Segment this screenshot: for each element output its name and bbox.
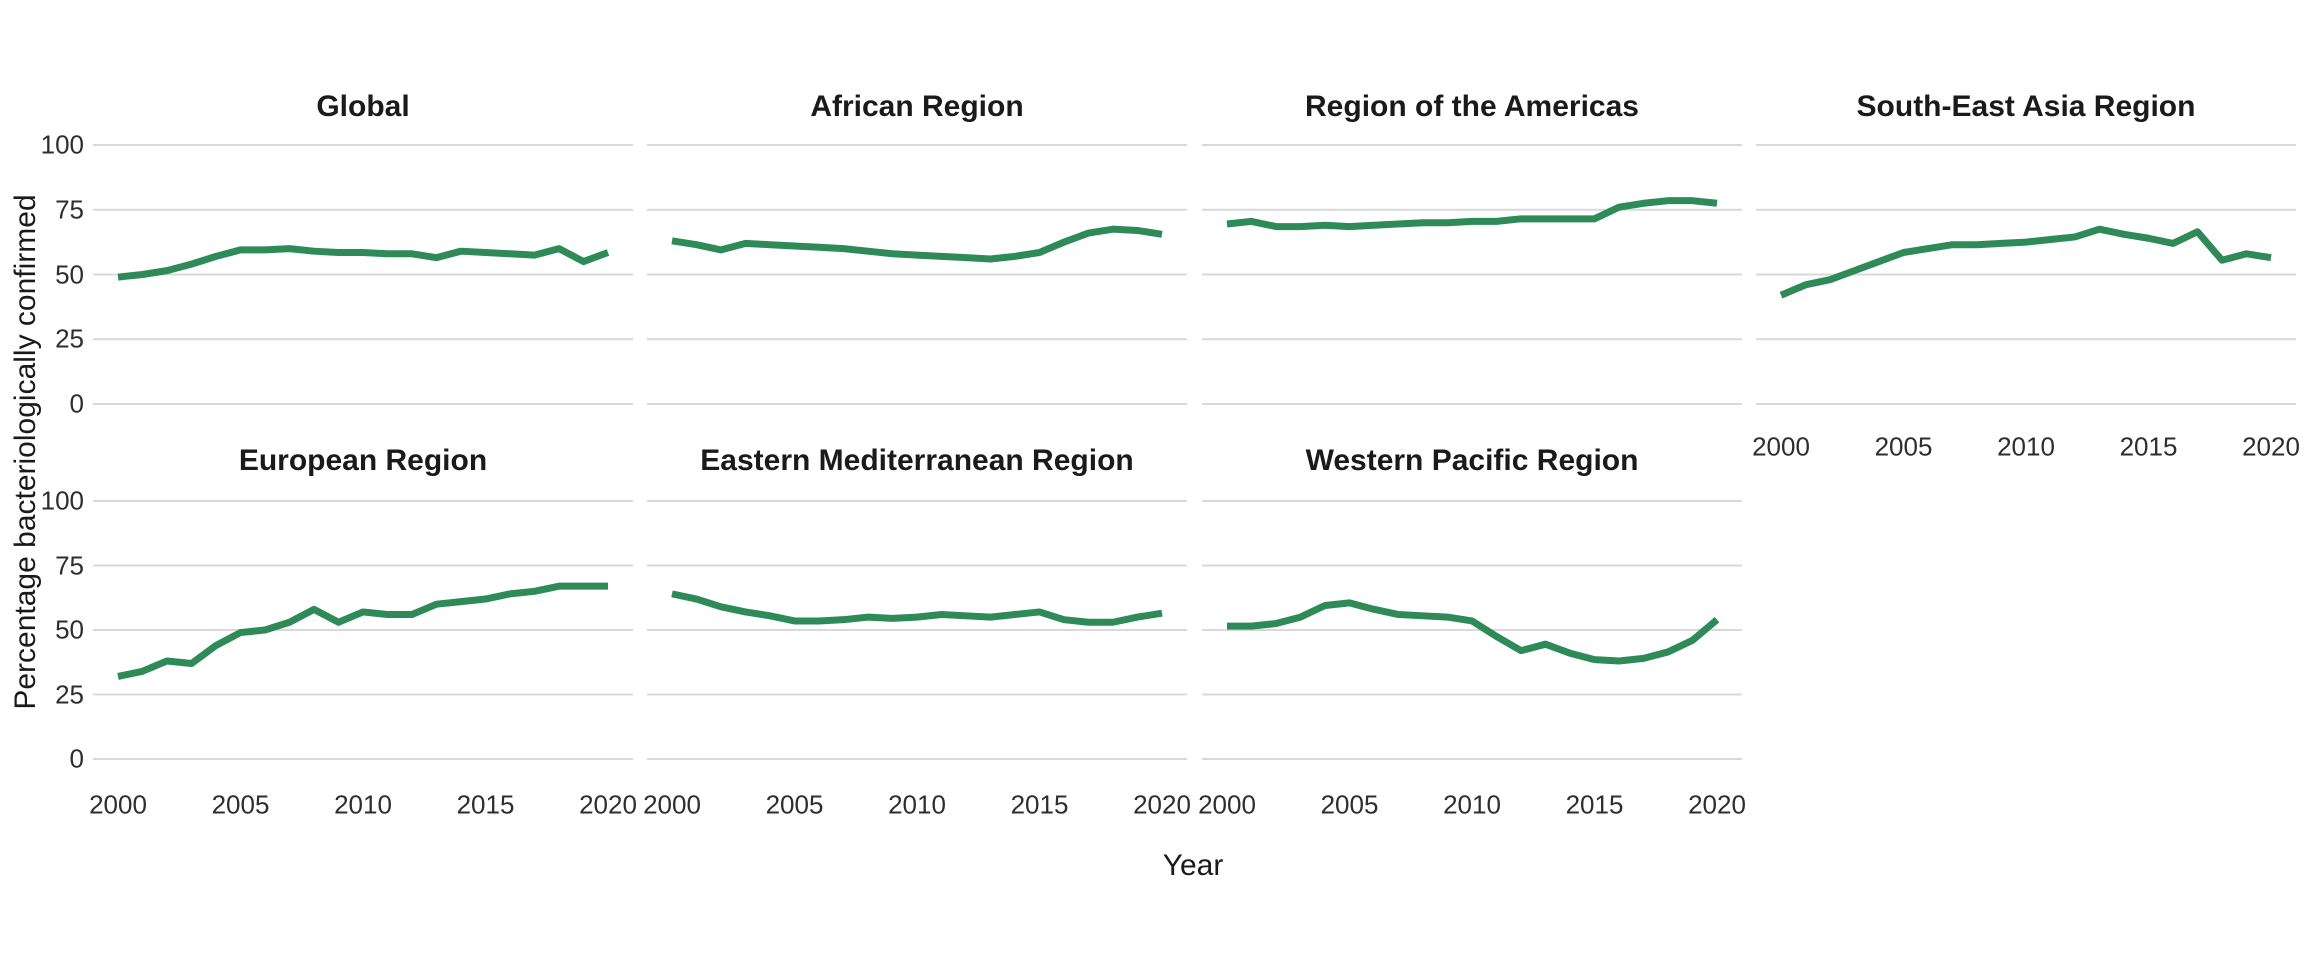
facet-panel-region-of-the-americas [1202, 144, 1742, 405]
x-tick-label: 2020 [1133, 789, 1191, 820]
panel-title-global: Global [316, 90, 410, 123]
y-tick-label: 75 [55, 550, 84, 580]
facet-panel-south-east-asia-region [1756, 144, 2296, 405]
x-tick-label: 2000 [89, 789, 147, 820]
x-tick-label: 2015 [456, 789, 515, 820]
x-tick-label: 2010 [1997, 431, 2055, 462]
x-tick-label: 2020 [1688, 789, 1746, 820]
y-tick-label: 0 [69, 388, 84, 419]
panel-title-eastern-mediterranean-region: Eastern Mediterranean Region [700, 444, 1134, 477]
x-tick-label: 2005 [765, 789, 824, 820]
y-tick-label: 0 [69, 743, 84, 774]
x-tick-label: 2020 [2242, 431, 2300, 462]
x-tick-label: 2020 [579, 789, 637, 820]
y-tick-label: 50 [55, 259, 84, 289]
x-tick-label: 2010 [888, 789, 946, 820]
y-tick-label: 100 [40, 129, 84, 160]
facet-panel-eastern-mediterranean-region [647, 500, 1187, 760]
panel-title-european-region: European Region [238, 444, 488, 477]
y-tick-label: 25 [55, 323, 84, 354]
line-series-african-region [671, 225, 1163, 263]
line-series-western-pacific-region [1227, 599, 1720, 665]
x-tick-label: 2010 [1443, 789, 1501, 820]
line-series-global [117, 245, 610, 281]
x-tick-label: 2015 [2119, 431, 2178, 462]
line-series-region-of-the-americas [1226, 197, 1718, 231]
facet-panel-european-region [93, 500, 633, 760]
line-series-south-east-asia-region [1779, 225, 2272, 299]
x-tick-label: 2005 [211, 789, 270, 820]
panel-title-south-east-asia-region: South-East Asia Region [1856, 90, 2196, 123]
x-tick-label: 2000 [643, 789, 701, 820]
y-tick-label: 25 [55, 679, 84, 709]
x-tick-label: 2000 [1198, 789, 1256, 820]
facet-panel-african-region [647, 144, 1187, 405]
y-tick-label: 50 [55, 614, 84, 645]
facet-panel-global [93, 144, 633, 405]
x-tick-label: 2000 [1752, 431, 1810, 462]
y-axis-title: Percentage bacteriologically confirmed [9, 194, 42, 710]
line-series-eastern-mediterranean-region [671, 590, 1163, 626]
y-tick-label: 75 [55, 194, 84, 225]
x-tick-label: 2010 [334, 789, 392, 820]
x-tick-label: 2015 [1565, 789, 1624, 820]
x-tick-label: 2005 [1320, 789, 1379, 820]
x-tick-label: 2005 [1874, 431, 1933, 462]
y-tick-label: 100 [40, 485, 84, 516]
x-axis-title: Year [1162, 849, 1224, 882]
panel-title-african-region: African Region [810, 90, 1024, 123]
line-series-european-region [117, 582, 608, 680]
panel-title-western-pacific-region: Western Pacific Region [1305, 444, 1639, 477]
x-tick-label: 2015 [1010, 789, 1069, 820]
facet-panel-western-pacific-region [1202, 500, 1742, 760]
panel-title-region-of-the-americas: Region of the Americas [1305, 90, 1639, 123]
